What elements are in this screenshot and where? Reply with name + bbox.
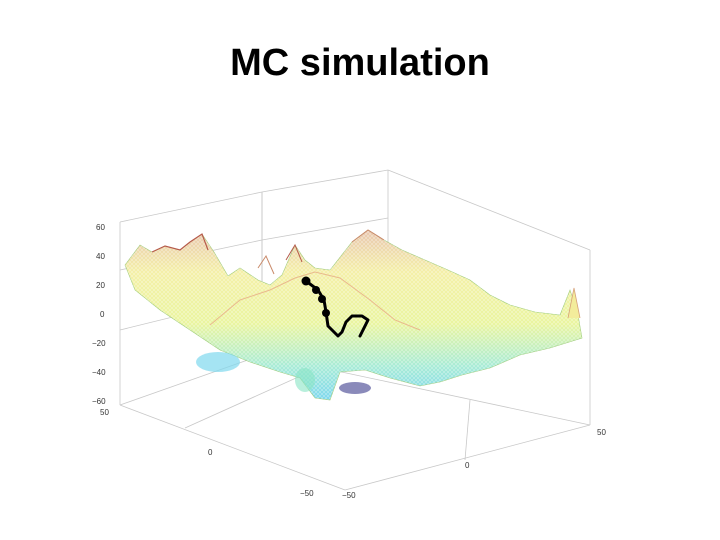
slide-title: MC simulation	[230, 42, 490, 84]
z-tick-label: −40	[92, 368, 106, 377]
y-tick-label: −50	[342, 491, 356, 500]
x-tick-label: −50	[300, 489, 314, 498]
z-tick-label: −60	[92, 397, 106, 406]
mc-step-point	[301, 276, 311, 286]
mc-path	[301, 276, 370, 338]
mc-step-point	[312, 286, 320, 294]
x-tick-label: 50	[100, 408, 109, 417]
z-tick-label: 0	[100, 310, 105, 319]
z-tick-label: 20	[96, 281, 105, 290]
z-tick-label: −20	[92, 339, 106, 348]
y-tick-label: 50	[597, 428, 606, 437]
z-tick-label: 60	[96, 223, 105, 232]
x-axis: −50 0 50	[100, 408, 314, 498]
mc-step-point	[318, 295, 326, 303]
surface-plot-3d: 60 40 20 0 −20 −40 −60 −50 0 50 −50 0 50	[92, 169, 606, 500]
y-axis: −50 0 50	[342, 428, 606, 500]
z-tick-label: 40	[96, 252, 105, 261]
mc-step-point	[322, 309, 330, 317]
y-tick-label: 0	[465, 461, 470, 470]
x-tick-label: 0	[208, 448, 213, 457]
z-axis: 60 40 20 0 −20 −40 −60	[92, 223, 106, 406]
